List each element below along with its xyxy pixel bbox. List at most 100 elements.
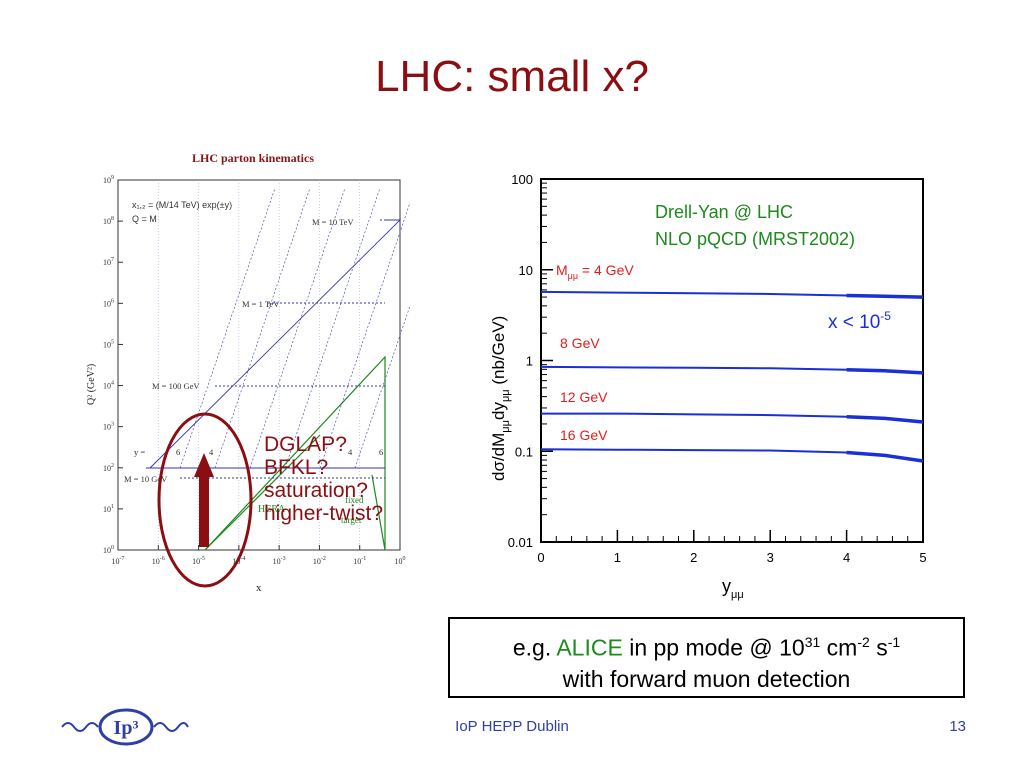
x-tick-label: 10-1 [353, 556, 366, 566]
y-tick-label: 105 [103, 339, 114, 349]
series-label-16gev: 16 GeV [560, 427, 608, 443]
dy-y-tick-label: 0.01 [508, 535, 533, 550]
dy-x-tick-label: 1 [614, 550, 621, 565]
rapidity-line [249, 187, 346, 469]
fixed-label: fixed [345, 495, 364, 505]
ip3-logo: Ip³ [61, 708, 189, 746]
rapidity-label-6r: 6 [379, 447, 383, 457]
y-tick-label: 100 [103, 545, 114, 555]
series-label-8gev: 8 GeV [560, 335, 600, 351]
footer-text: IoP HEPP Dublin [455, 718, 569, 735]
dy-title: Drell-Yan @ LHC [655, 202, 793, 222]
rapidity-line [284, 187, 381, 469]
x-tick-label: 10-5 [192, 556, 205, 566]
mass-label-10tev: M = 10 TeV [312, 217, 354, 227]
dy-ylabel: dσ/dMμμdyμμ (nb/GeV) [489, 316, 512, 481]
x-tick-label: 100 [395, 556, 406, 566]
mass-label-100gev: M = 100 GeV [152, 381, 200, 391]
info-unit-s: s [869, 634, 888, 661]
y-tick-label: 109 [103, 175, 114, 185]
target-label: target [341, 515, 362, 525]
y-equals-label: y = [134, 447, 145, 457]
logo-wave-left [61, 722, 99, 732]
y-tick-label: 108 [103, 216, 114, 226]
info-prefix: e.g. [512, 634, 557, 661]
dy-series-tail [846, 450, 924, 463]
x-tick-label: 10-2 [313, 556, 326, 566]
dy-x-tick-label: 5 [919, 550, 926, 565]
rapidity-label-4l: 4 [209, 447, 214, 457]
note-bfkl: BFKL? [264, 456, 329, 479]
hera-fixed-target-outline [204, 355, 386, 551]
dy-xlabel: yμμ [722, 576, 744, 601]
info-line1: e.g. ALICE in pp mode @ 1031 cm-2 s-1 [450, 627, 963, 664]
drell-yan-plot: 0 1 2 3 4 5 100 10 1 0.1 0.01 Drell-Yan @ LHC NLO … [489, 172, 927, 601]
dy-series-tail [846, 293, 924, 299]
rapidity-line [354, 304, 410, 469]
fixed-target-vertical [371, 474, 386, 551]
hera-label: HERA [258, 504, 286, 515]
info-exp-minus1: -1 [887, 634, 901, 650]
dy-y-tick-label: 0.1 [515, 444, 533, 459]
x-tick-label: 10-7 [112, 556, 125, 566]
dy-axis-ticks: 0 1 2 3 4 5 100 10 1 0.1 0.01 [508, 172, 927, 565]
open-questions-note: DGLAP? BFKL? saturation? higher-twist? [264, 433, 383, 525]
info-unit-cm: cm [820, 634, 858, 661]
formula-line1: x₁,₂ = (M/14 TeV) exp(±y) [132, 200, 232, 210]
info-exp-minus2: -2 [857, 634, 870, 650]
formula-line2: Q = M [132, 214, 157, 224]
y-tick-label: 102 [103, 463, 114, 473]
x-tick-label: 10-6 [152, 556, 165, 566]
small-x-highlight-ellipse [157, 412, 253, 588]
note-saturation: saturation? [264, 479, 368, 502]
mass-label-1tev: M = 1 TeV [242, 299, 280, 309]
dy-x-tick-label: 0 [537, 550, 544, 565]
logo-oval [98, 708, 154, 746]
rapidity-line [179, 187, 276, 469]
logo-text: Ip³ [114, 717, 139, 739]
page-number: 13 [949, 718, 966, 735]
y-tick-label: 106 [103, 298, 114, 308]
y-tick-label: 103 [103, 422, 114, 432]
dy-subtitle: NLO pQCD (MRST2002) [655, 229, 855, 249]
dy-x-tick-label: 4 [843, 550, 850, 565]
dy-series-tail [846, 368, 924, 375]
dy-y-tick-label: 1 [526, 354, 533, 369]
small-x-arrow-shaft [199, 475, 209, 547]
dy-series-tail [846, 414, 924, 424]
kinematics-ylabel: Q² (GeV²) [86, 364, 97, 405]
rapidity-label-6l: 6 [176, 447, 180, 457]
y-tick-label: 101 [103, 504, 114, 514]
kinematics-title: LHC parton kinematics [192, 151, 314, 165]
lhc-region-outline [149, 219, 402, 469]
series-label-12gev: 12 GeV [560, 389, 608, 405]
small-x-arrow-head [194, 453, 214, 477]
kinematics-ticks: 10-7 10-6 10-5 10-4 10-3 10-2 10-1 100100101102… [103, 175, 406, 566]
x-tick-label: 10-3 [273, 556, 286, 566]
rapidity-line [214, 187, 311, 469]
note-higher-twist: higher-twist? [264, 502, 384, 525]
parton-kinematics-plot: LHC parton kinematics 10-7 10-6 10-5 10-4 10… [86, 151, 410, 594]
mass-label-10gev: M = 10 GeV [124, 474, 168, 484]
info-mid: in pp mode @ 10 [622, 634, 805, 661]
rapidity-line [319, 201, 410, 469]
dy-x-tick-label: 2 [690, 550, 697, 565]
hera-diagonal [204, 434, 321, 551]
slide-title: LHC: small x? [375, 52, 649, 101]
dy-x-tick-label: 3 [767, 550, 774, 565]
info-line2: with forward muon detection [562, 665, 851, 692]
dy-y-tick-label: 10 [519, 263, 533, 278]
y-tick-label: 104 [103, 381, 114, 391]
logo-wave-right [153, 722, 189, 732]
y-tick-label: 107 [103, 257, 114, 267]
alice-label: ALICE [556, 634, 623, 661]
info-exp31: 31 [804, 634, 821, 650]
note-dglap: DGLAP? [264, 433, 347, 456]
info-box: e.g. ALICE in pp mode @ 1031 cm-2 s-1 wi… [448, 617, 965, 698]
dy-annotation: x < 10-5 [828, 309, 891, 333]
dy-y-tick-label: 100 [511, 172, 533, 187]
rapidity-lines [179, 187, 410, 469]
series-label-4gev: Mμμ = 4 GeV [556, 262, 634, 281]
kinematics-xlabel: x [256, 582, 262, 594]
rapidity-label-4r: 4 [348, 447, 353, 457]
